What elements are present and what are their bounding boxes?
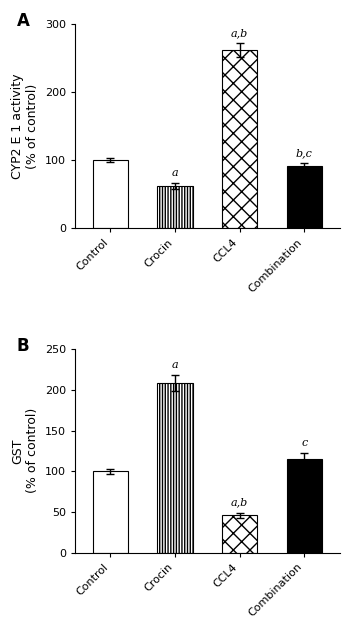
Bar [286, 166, 322, 228]
Text: a,b: a,b [231, 498, 248, 508]
Y-axis label: CYP2 E 1 activity
(% of control): CYP2 E 1 activity (% of control) [11, 74, 39, 179]
Bar [222, 515, 258, 553]
Text: A: A [16, 12, 29, 30]
Text: a: a [172, 360, 178, 370]
Bar [93, 160, 128, 228]
Bar [157, 186, 193, 228]
Text: b,c: b,c [296, 149, 313, 158]
Text: c: c [301, 438, 307, 448]
Text: B: B [16, 337, 29, 355]
Bar [157, 383, 193, 553]
Y-axis label: GST
(% of control): GST (% of control) [11, 408, 39, 493]
Bar [222, 50, 258, 228]
Text: a: a [172, 168, 178, 178]
Text: a,b: a,b [231, 28, 248, 38]
Bar [286, 459, 322, 553]
Bar [93, 471, 128, 553]
